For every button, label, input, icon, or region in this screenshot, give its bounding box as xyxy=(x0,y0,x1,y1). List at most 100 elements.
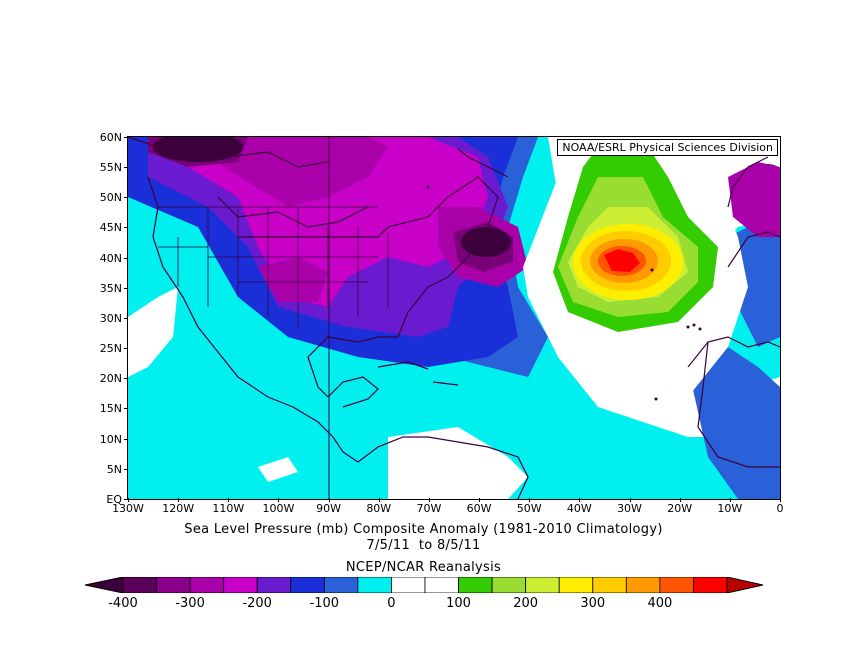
lon-tick xyxy=(178,498,180,502)
lon-tick xyxy=(629,498,631,502)
colorbar-swatch xyxy=(525,577,560,593)
map-title: Sea Level Pressure (mb) Composite Anomal… xyxy=(184,522,663,537)
white-patch-sa xyxy=(388,427,528,499)
lat-tick xyxy=(124,137,128,138)
credit-label: NOAA/ESRL Physical Sciences Division xyxy=(557,139,778,156)
colorbar-swatch xyxy=(458,577,493,593)
colorbar-swatch xyxy=(357,577,392,593)
colorbar-swatch xyxy=(122,577,157,593)
date-range: 7/5/11 to 8/5/11 xyxy=(366,538,481,553)
colorbar-label: -300 xyxy=(175,596,205,611)
lon-label: 30W xyxy=(617,502,642,515)
lon-tick xyxy=(579,498,581,502)
lon-tick xyxy=(328,498,330,502)
lat-tick xyxy=(124,227,128,229)
anomaly-map xyxy=(128,137,780,499)
lat-tick xyxy=(124,438,128,440)
low-east-purple xyxy=(728,162,780,237)
lon-label: 0 xyxy=(776,502,784,515)
lon-label: 60W xyxy=(466,502,492,515)
field-purple-3 xyxy=(258,257,328,302)
lon-tick xyxy=(729,498,731,502)
lat-label: EQ xyxy=(106,492,122,506)
lon-tick xyxy=(378,498,380,502)
colorbar-swatch xyxy=(223,577,258,593)
colorbar-label: -200 xyxy=(242,596,272,611)
colorbar-swatch xyxy=(391,577,426,593)
colorbar-label: 0 xyxy=(387,596,396,611)
colorbar-swatch xyxy=(592,577,627,593)
colorbar-swatch xyxy=(491,577,527,593)
lon-label: 40W xyxy=(566,502,592,515)
islands xyxy=(426,185,702,401)
lat-tick xyxy=(124,408,128,410)
lat-label: 40N xyxy=(99,251,122,265)
lon-label: 110W xyxy=(212,502,245,515)
colorbar-swatch xyxy=(189,577,225,593)
lat-tick xyxy=(124,348,128,350)
colorbar-label: 300 xyxy=(580,596,606,611)
lon-tick xyxy=(479,498,481,502)
high-center xyxy=(604,249,640,272)
colorbar-swatch xyxy=(558,577,594,593)
white-patch-west xyxy=(128,287,178,377)
colorbar-low-arrow xyxy=(85,577,124,593)
lon-label: 130W xyxy=(112,502,144,515)
lon-tick xyxy=(128,498,129,502)
lat-label: 25N xyxy=(99,342,122,356)
lat-label: 20N xyxy=(99,372,122,386)
colorbar-swatch xyxy=(693,577,728,593)
lon-tick xyxy=(278,498,280,502)
lat-label: 45N xyxy=(99,221,122,235)
lat-label: 10N xyxy=(99,432,122,446)
lat-label: 35N xyxy=(99,281,122,295)
lon-label: 100W xyxy=(262,502,295,515)
lat-label: 60N xyxy=(99,131,122,144)
lon-label: 80W xyxy=(366,502,392,515)
colorbar-swatch xyxy=(323,577,359,593)
lat-label: 30N xyxy=(99,311,122,325)
colorbar-swatch xyxy=(625,577,661,593)
lon-tick xyxy=(228,498,230,502)
field-blue-south xyxy=(688,347,780,499)
colorbar-label: -100 xyxy=(309,596,340,611)
lat-label: 55N xyxy=(99,161,122,175)
colorbar-swatch xyxy=(659,577,694,593)
lat-tick xyxy=(124,287,128,289)
lon-label: 90W xyxy=(316,502,342,515)
field-purple xyxy=(208,137,388,207)
colorbar-swatch xyxy=(256,577,292,593)
lat-label: 5N xyxy=(106,462,122,476)
colorbar-swatch xyxy=(156,577,191,593)
state-borders xyxy=(158,206,389,327)
dataset-label: NCEP/NCAR Reanalysis xyxy=(345,560,502,575)
lat-tick xyxy=(124,317,128,319)
lon-label: 70W xyxy=(416,502,442,515)
white-patch-south xyxy=(258,457,298,482)
map-panel: NOAA/ESRL Physical Sciences Division xyxy=(127,136,781,500)
lat-tick xyxy=(124,498,128,500)
low-center-north xyxy=(153,137,243,162)
field-blue-east xyxy=(728,217,780,347)
lon-label: 50W xyxy=(516,502,542,515)
lon-tick xyxy=(779,498,781,502)
lat-label: 50N xyxy=(99,191,122,205)
lat-tick xyxy=(124,468,128,470)
lon-label: 20W xyxy=(667,502,693,515)
lat-tick xyxy=(124,378,128,380)
colorbar-label: 200 xyxy=(513,596,539,611)
lat-tick xyxy=(124,257,128,259)
lon-tick xyxy=(428,498,430,502)
low-center-atlantic xyxy=(461,227,511,257)
lat-label: 15N xyxy=(99,402,122,416)
coastlines xyxy=(128,137,780,499)
lon-tick xyxy=(679,498,681,502)
lat-tick xyxy=(124,167,128,169)
lon-label: 120W xyxy=(162,502,195,515)
colorbar-label: 100 xyxy=(446,596,471,611)
colorbar xyxy=(85,577,764,593)
colorbar-swatch xyxy=(424,577,459,593)
lon-tick xyxy=(529,498,531,502)
colorbar-label: -400 xyxy=(108,596,138,611)
colorbar-swatch xyxy=(290,577,325,593)
